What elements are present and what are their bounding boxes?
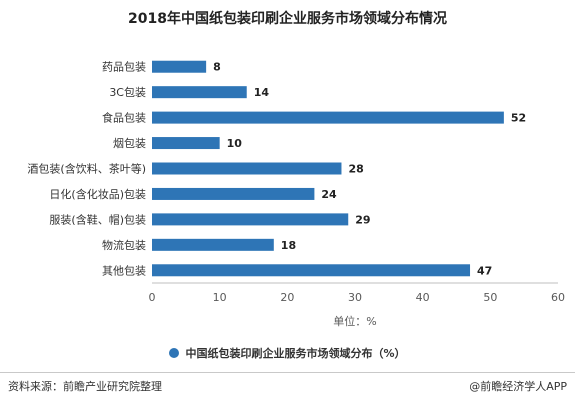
chart-title: 2018年中国纸包装印刷企业服务市场领域分布情况	[128, 11, 447, 27]
category-label: 服装(含鞋、帽)包装	[49, 212, 146, 226]
x-tick-label: 20	[280, 291, 294, 304]
x-tick-label: 40	[416, 291, 430, 304]
data-label: 29	[355, 213, 370, 226]
data-label: 8	[213, 61, 221, 74]
value-labels: 8 14 52 10 28 24 29 18 47	[213, 61, 526, 278]
x-tick-labels: 0 10 20 30 40 50 60	[149, 291, 566, 304]
x-tick-label: 10	[213, 291, 227, 304]
x-axis-label: 单位：%	[333, 314, 376, 328]
legend-label: 中国纸包装印刷企业服务市场领域分布（%）	[185, 347, 406, 360]
category-label: 其他包装	[102, 264, 146, 277]
bar	[152, 60, 207, 73]
x-tick-label: 0	[149, 291, 156, 304]
data-label: 47	[477, 264, 492, 277]
bar	[152, 238, 274, 251]
bar	[152, 111, 504, 124]
x-tick-label: 60	[551, 291, 565, 304]
bar	[152, 213, 349, 226]
footer-divider	[0, 372, 575, 373]
x-tick-label: 30	[348, 291, 362, 304]
category-label: 3C包装	[109, 86, 146, 99]
category-label: 烟包装	[113, 136, 146, 150]
category-label: 酒包装(含饮料、茶叶等)	[27, 162, 146, 176]
category-label: 物流包装	[102, 238, 146, 252]
data-label: 14	[254, 86, 270, 99]
data-label: 24	[321, 188, 337, 201]
data-label: 28	[348, 163, 363, 176]
category-label: 药品包装	[102, 61, 146, 74]
category-label: 食品包装	[102, 111, 146, 125]
x-tick-label: 50	[483, 291, 497, 304]
brand-credit: @前瞻经济学人APP	[469, 380, 567, 393]
bar	[152, 187, 315, 200]
data-label: 18	[281, 239, 296, 252]
data-label: 10	[227, 137, 243, 150]
bar	[152, 264, 471, 277]
category-label: 日化(含化妆品)包装	[49, 187, 146, 201]
legend-marker	[169, 348, 180, 358]
bars	[152, 60, 504, 277]
bar	[152, 137, 220, 150]
source-note: 资料来源：前瞻产业研究院整理	[8, 380, 162, 393]
data-label: 52	[511, 112, 526, 125]
bar	[152, 162, 342, 175]
legend: 中国纸包装印刷企业服务市场领域分布（%）	[0, 345, 575, 361]
bar	[152, 86, 247, 99]
